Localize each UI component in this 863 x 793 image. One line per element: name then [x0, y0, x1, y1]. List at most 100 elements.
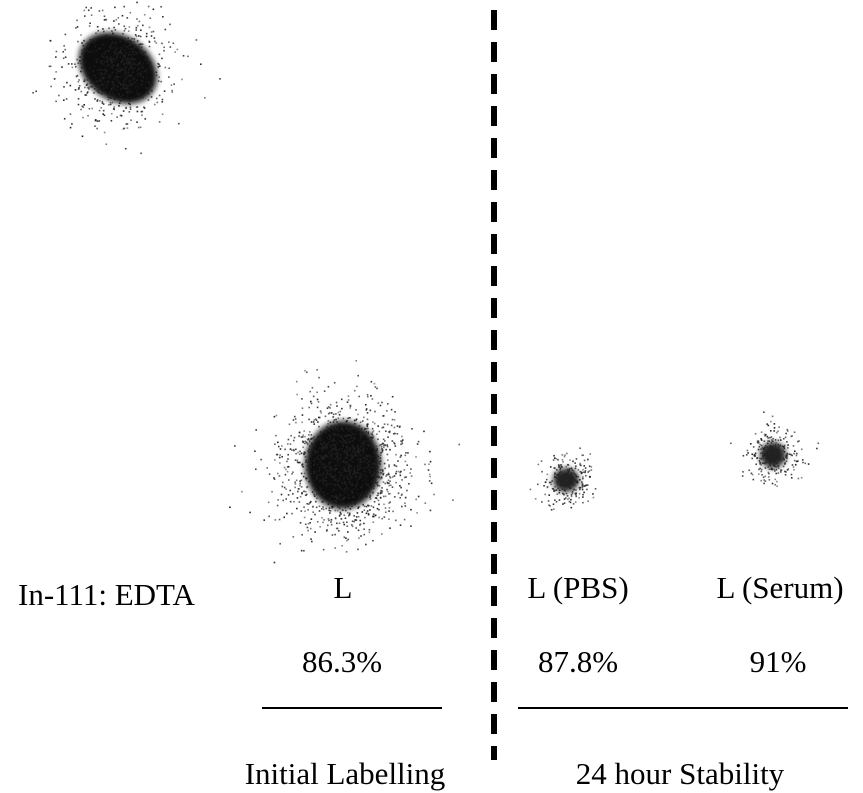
speckle — [332, 496, 334, 498]
speckle — [117, 53, 119, 55]
speckle — [378, 517, 380, 519]
speckle — [92, 51, 94, 53]
speckle — [328, 462, 330, 464]
speckle — [295, 422, 297, 424]
speckle — [340, 474, 342, 476]
speckle — [389, 527, 391, 529]
speckle — [363, 444, 365, 446]
speckle — [763, 476, 765, 478]
speckle — [554, 467, 556, 469]
speckle — [357, 445, 359, 447]
speckle — [80, 34, 82, 36]
speckle — [113, 87, 115, 89]
speckle — [70, 113, 72, 115]
speckle — [389, 485, 391, 487]
speckle — [344, 453, 346, 455]
speckle — [786, 460, 788, 462]
speckle — [368, 444, 370, 446]
speckle — [797, 460, 799, 462]
speckle — [118, 94, 120, 96]
speckle — [574, 473, 576, 475]
speckle — [381, 533, 383, 535]
speckle — [313, 396, 315, 398]
speckle — [768, 476, 770, 478]
speckle — [81, 67, 83, 69]
speckle — [330, 510, 332, 512]
speckle — [553, 455, 555, 457]
speckle — [55, 56, 57, 58]
speckle — [120, 83, 122, 85]
speckle — [780, 471, 782, 473]
speckle — [122, 33, 124, 35]
speckle — [134, 81, 136, 83]
speckle — [380, 497, 382, 499]
speckle — [290, 448, 292, 450]
speckle — [140, 126, 142, 128]
speckle — [334, 382, 336, 384]
speckle — [356, 519, 358, 521]
speckle — [153, 31, 155, 33]
speckle — [386, 489, 388, 491]
speckle — [124, 78, 126, 80]
speckle — [145, 82, 147, 84]
speckle — [366, 463, 368, 465]
speckle — [397, 460, 399, 462]
speckle — [330, 500, 332, 502]
speckle — [385, 496, 387, 498]
speckle — [347, 464, 349, 466]
speckle — [331, 491, 333, 493]
speckle — [332, 500, 334, 502]
speckle — [314, 439, 316, 441]
speckle — [323, 509, 325, 511]
speckle — [116, 47, 118, 49]
speckle — [118, 70, 120, 72]
speckle — [308, 419, 310, 421]
speckle — [556, 501, 558, 503]
speckle — [119, 99, 121, 101]
speckle — [429, 451, 431, 453]
speckle — [380, 452, 382, 454]
speckle — [121, 69, 123, 71]
speckle — [128, 48, 130, 50]
speckle — [324, 467, 326, 469]
speckle — [389, 501, 391, 503]
speckle — [140, 52, 142, 54]
speckle — [570, 479, 572, 481]
speckle — [173, 83, 175, 85]
speckle — [775, 442, 777, 444]
speckle — [387, 491, 389, 493]
speckle — [371, 440, 373, 442]
speckle — [331, 412, 333, 414]
speckle — [94, 125, 96, 127]
speckle — [764, 447, 766, 449]
speckle — [372, 540, 374, 542]
speckle — [329, 464, 331, 466]
speckle — [556, 458, 558, 460]
speckle — [367, 394, 369, 396]
speckle — [769, 463, 771, 465]
speckle — [289, 490, 291, 492]
speckle — [388, 518, 390, 520]
speckle — [392, 419, 394, 421]
speckle — [365, 478, 367, 480]
speckle — [341, 399, 343, 401]
speckle — [124, 49, 126, 51]
speckle — [284, 467, 286, 469]
speckle — [795, 464, 797, 466]
speckle — [770, 457, 772, 459]
speckle — [144, 14, 146, 16]
speckle — [424, 464, 426, 466]
speckle — [580, 487, 582, 489]
speckle — [276, 454, 278, 456]
speckle — [365, 455, 367, 457]
speckle — [373, 470, 375, 472]
speckle — [538, 464, 540, 466]
speckle — [77, 75, 79, 77]
speckle — [316, 369, 318, 371]
speckle — [557, 484, 559, 486]
speckle — [292, 493, 294, 495]
speckle — [314, 450, 316, 452]
speckle — [357, 429, 359, 431]
speckle — [107, 97, 109, 99]
speckle — [97, 89, 99, 91]
